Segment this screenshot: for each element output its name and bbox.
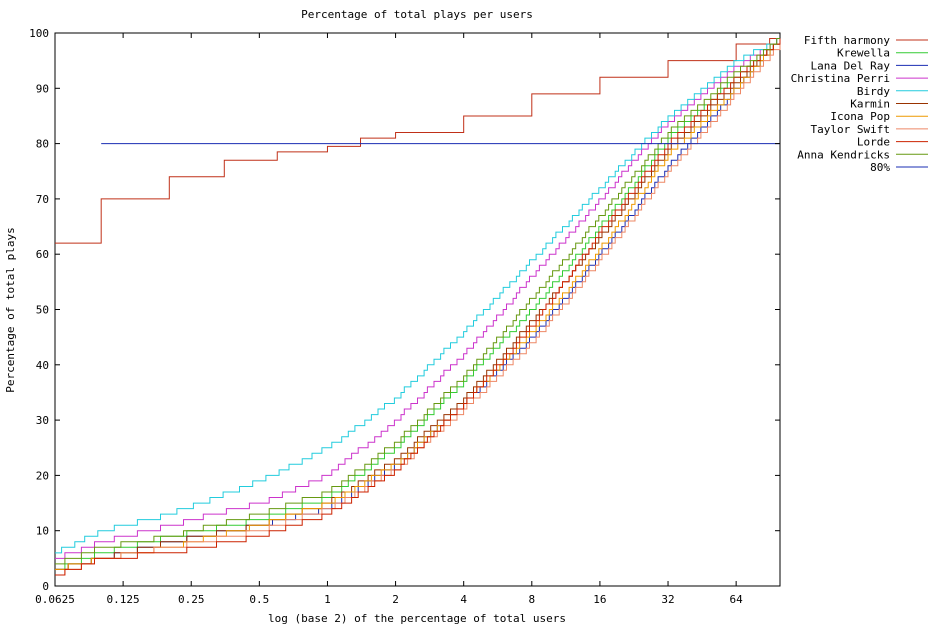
y-tick-label: 60 [36,248,49,261]
legend-label: Lorde [857,136,890,149]
y-tick-label: 0 [42,580,49,593]
series-line [55,38,781,576]
series-line [55,38,780,565]
series-line [55,38,781,570]
x-tick-label: 8 [528,593,535,606]
chart-title: Percentage of total plays per users [301,8,533,21]
legend-label: Icona Pop [830,110,890,123]
y-tick-label: 10 [36,525,49,538]
x-axis-label: log (base 2) of the percentage of total … [268,612,566,625]
legend-label: Christina Perri [791,72,890,85]
x-tick-label: 0.25 [178,593,205,606]
y-tick-label: 90 [36,82,49,95]
series-line [55,38,780,559]
legend-label: Birdy [857,85,890,98]
legend-label: Taylor Swift [811,123,890,136]
y-tick-label: 100 [29,27,49,40]
x-tick-label: 2 [392,593,399,606]
x-tick-label: 32 [661,593,674,606]
y-tick-label: 50 [36,304,49,317]
legend-label: Karmin [850,98,890,111]
y-tick-label: 30 [36,414,49,427]
series-line [55,38,780,554]
x-tick-label: 16 [593,593,606,606]
legend-label: Krewella [837,47,890,60]
y-tick-label: 70 [36,193,49,206]
x-tick-label: 1 [324,593,331,606]
y-axis-label: Percentage of total plays [4,227,17,393]
x-tick-label: 4 [460,593,467,606]
x-tick-label: 0.0625 [35,593,75,606]
y-tick-label: 80 [36,138,49,151]
legend-label: Fifth harmony [804,34,890,47]
y-tick-label: 40 [36,359,49,372]
series-line [55,38,781,570]
series-line [55,44,781,576]
legend-label: Lana Del Ray [811,59,891,72]
series-layer [55,38,781,576]
x-tick-label: 0.125 [107,593,140,606]
x-tick-label: 64 [730,593,744,606]
ticks-layer: 0 10 20 30 40 50 60 70 80 90 100 0.0625 0.125 0.25 0.5… [29,27,780,606]
x-tick-label: 0.5 [249,593,269,606]
series-line [55,38,780,244]
y-tick-label: 20 [36,469,49,482]
legend-label: 80% [870,161,890,174]
legend-label: Anna Kendricks [797,148,890,161]
series-line [55,38,781,570]
series-line [55,38,781,570]
